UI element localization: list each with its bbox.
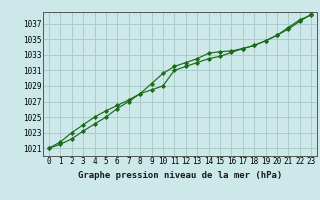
X-axis label: Graphe pression niveau de la mer (hPa): Graphe pression niveau de la mer (hPa) [78,171,282,180]
